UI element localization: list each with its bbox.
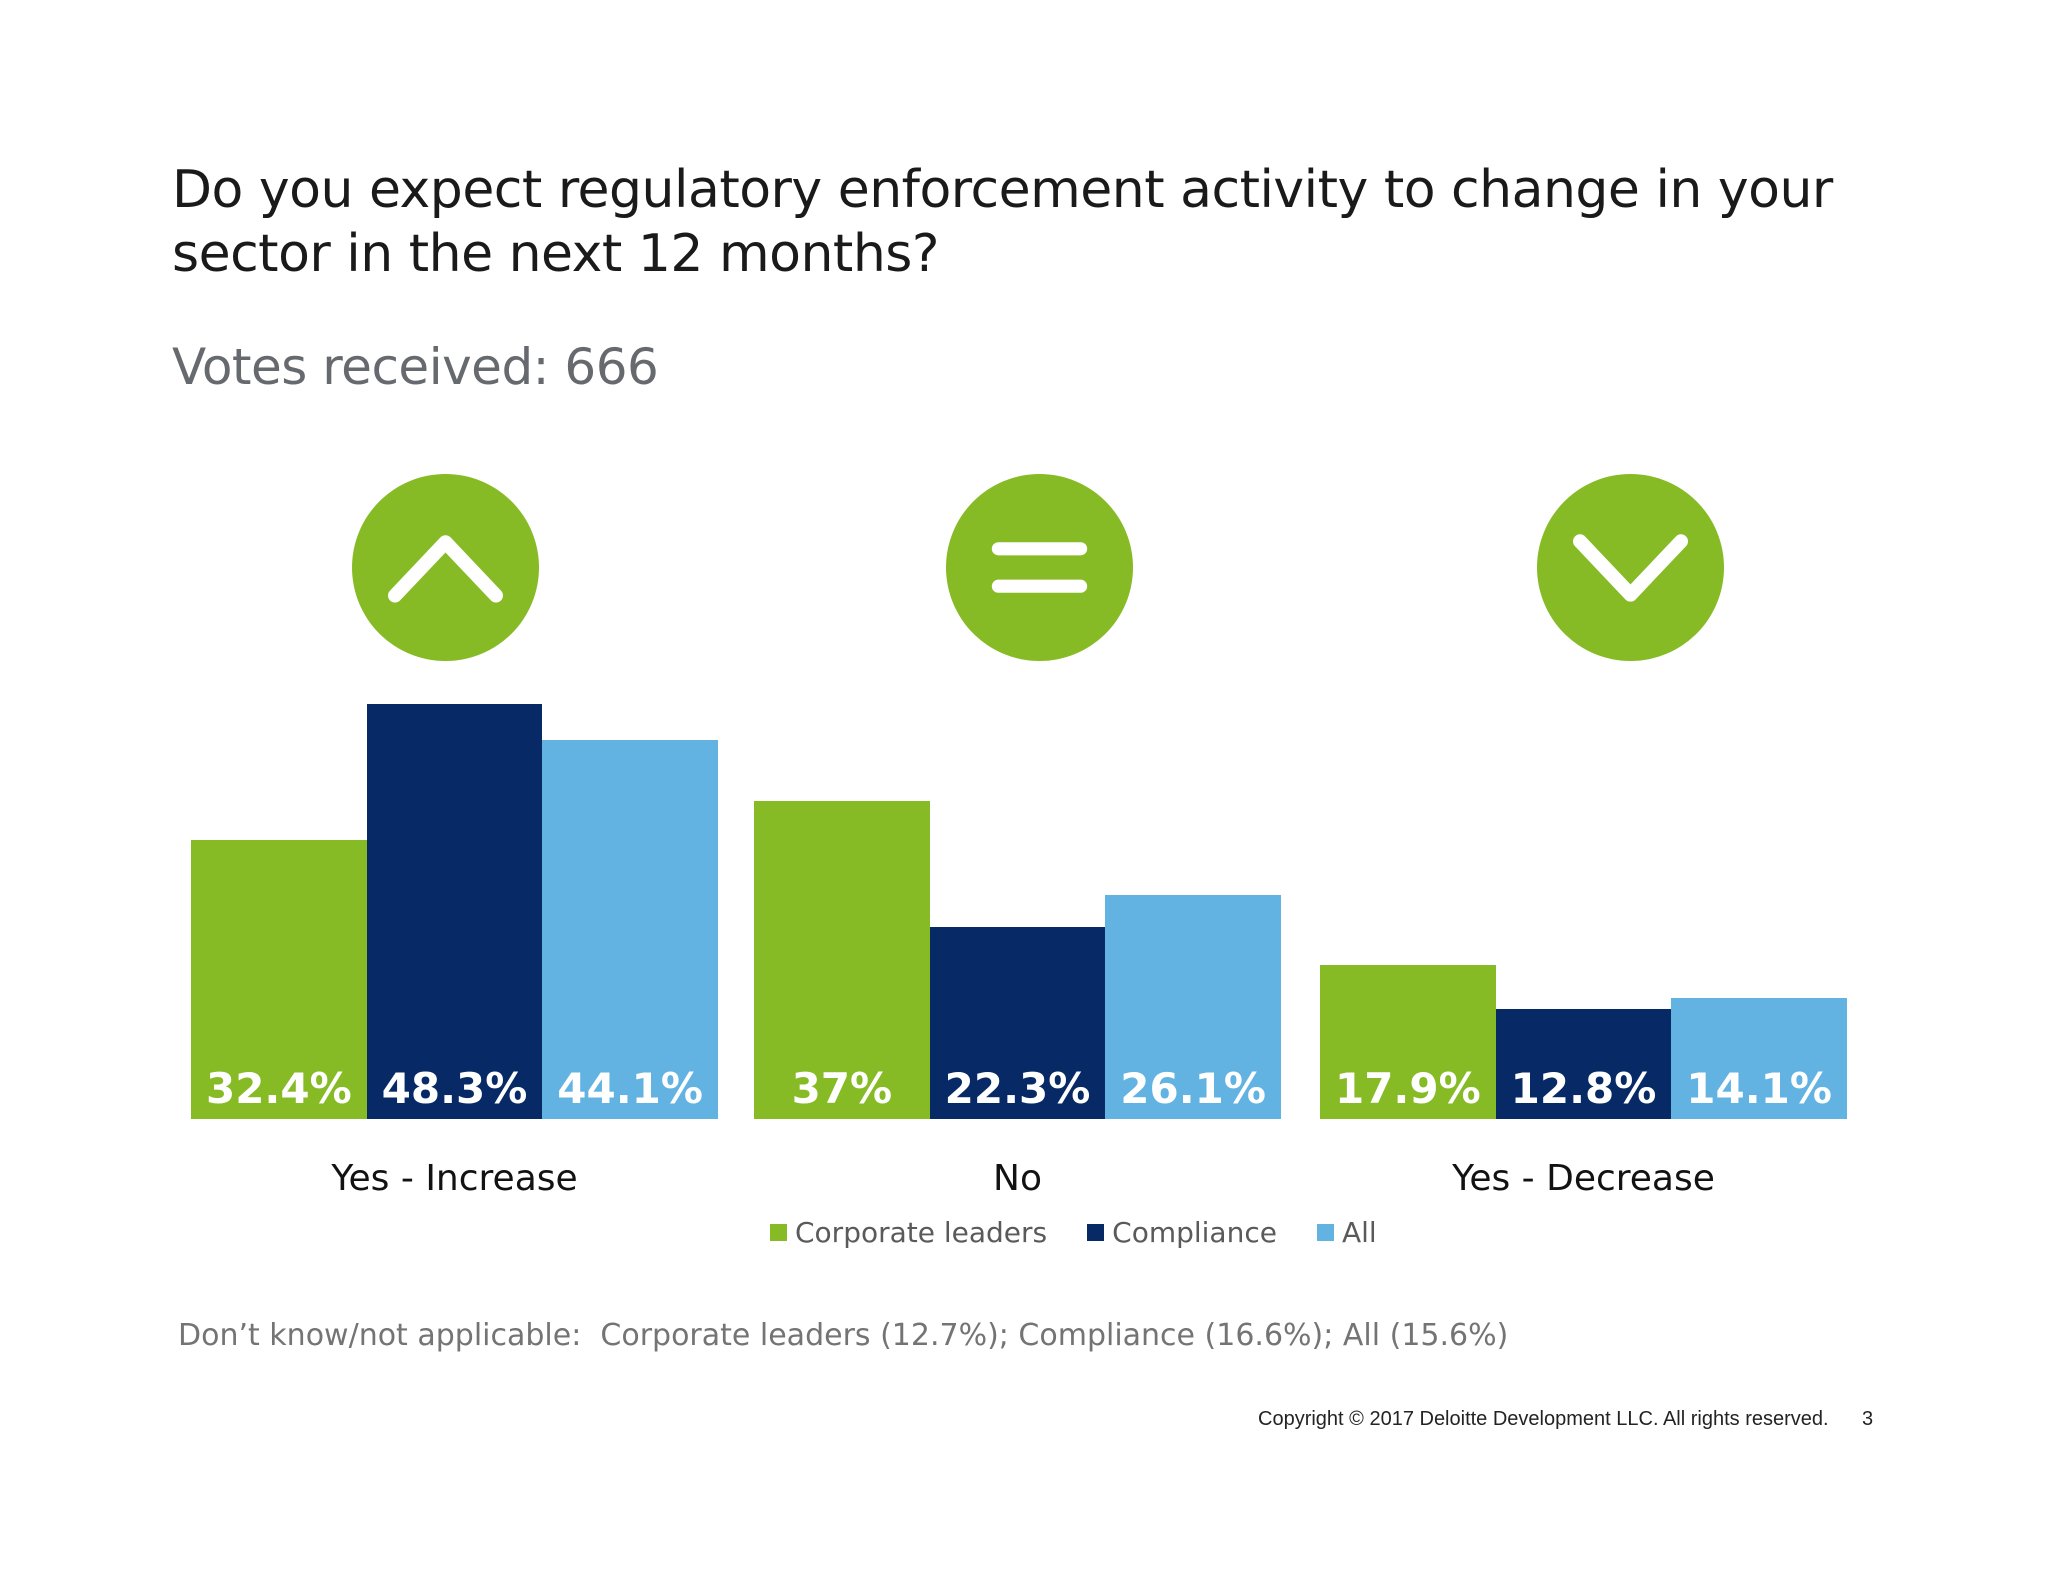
legend-item-corporate-leaders: Corporate leaders xyxy=(770,1216,1047,1249)
bar-value-label: 12.8% xyxy=(1510,1064,1657,1113)
category-label-yes-increase: Yes - Increase xyxy=(331,1158,578,1199)
bar-value-label: 26.1% xyxy=(1120,1064,1266,1113)
page-title: Do you expect regulatory enforcement act… xyxy=(172,160,1833,285)
legend-item-compliance: Compliance xyxy=(1087,1216,1277,1249)
bar-compliance-yes-decrease: 12.8% xyxy=(1495,1009,1672,1119)
bar-compliance-no: 22.3% xyxy=(929,927,1106,1119)
no-change-circle xyxy=(946,474,1133,661)
bar-all-no: 26.1% xyxy=(1105,895,1281,1119)
bar-group-no: 37% 22.3% 26.1% xyxy=(754,689,1281,1119)
category-label-yes-decrease: Yes - Decrease xyxy=(1452,1158,1715,1199)
legend-label: All xyxy=(1341,1216,1377,1249)
chevron-up-icon xyxy=(352,474,539,661)
chevron-down-icon xyxy=(1537,474,1724,661)
dont-know-footnote: Don’t know/not applicable: Corporate lea… xyxy=(178,1318,1509,1353)
equals-icon xyxy=(946,474,1133,661)
bar-group-yes-increase: 32.4% 48.3% 44.1% xyxy=(191,689,718,1119)
category-label-no: No xyxy=(993,1158,1042,1199)
decrease-circle xyxy=(1537,474,1724,661)
legend-swatch-navy xyxy=(1087,1224,1105,1241)
bar-value-label: 44.1% xyxy=(557,1064,703,1113)
bar-all-yes-decrease: 14.1% xyxy=(1671,998,1847,1119)
votes-received-label: Votes received: 666 xyxy=(172,338,659,396)
bar-value-label: 22.3% xyxy=(944,1064,1091,1113)
bar-corporate-leaders-yes-increase: 32.4% xyxy=(191,840,367,1119)
legend-item-all: All xyxy=(1316,1216,1377,1249)
chart-legend: Corporate leaders Compliance All xyxy=(770,1216,1377,1249)
legend-label: Compliance xyxy=(1112,1216,1277,1249)
increase-circle xyxy=(352,474,539,661)
bar-compliance-yes-increase: 48.3% xyxy=(366,704,543,1119)
bar-value-label: 37% xyxy=(791,1064,893,1113)
copyright-text: Copyright © 2017 Deloitte Development LL… xyxy=(1258,1408,1829,1430)
bar-value-label: 14.1% xyxy=(1686,1064,1832,1113)
bar-chart: 32.4% 48.3% 44.1% 37% 22.3% 26.1% 17.9% xyxy=(191,689,1847,1119)
page-number: 3 xyxy=(1862,1408,1874,1430)
legend-swatch-light-blue xyxy=(1316,1224,1334,1241)
legend-swatch-green xyxy=(770,1224,787,1241)
bar-corporate-leaders-no: 37% xyxy=(754,801,930,1119)
legend-label: Corporate leaders xyxy=(795,1216,1048,1249)
bar-all-yes-increase: 44.1% xyxy=(542,740,718,1119)
bar-group-yes-decrease: 17.9% 12.8% 14.1% xyxy=(1320,689,1847,1119)
bar-value-label: 32.4% xyxy=(205,1064,352,1113)
bar-corporate-leaders-yes-decrease: 17.9% xyxy=(1320,965,1496,1119)
bar-value-label: 48.3% xyxy=(381,1064,528,1113)
bar-value-label: 17.9% xyxy=(1334,1064,1481,1113)
